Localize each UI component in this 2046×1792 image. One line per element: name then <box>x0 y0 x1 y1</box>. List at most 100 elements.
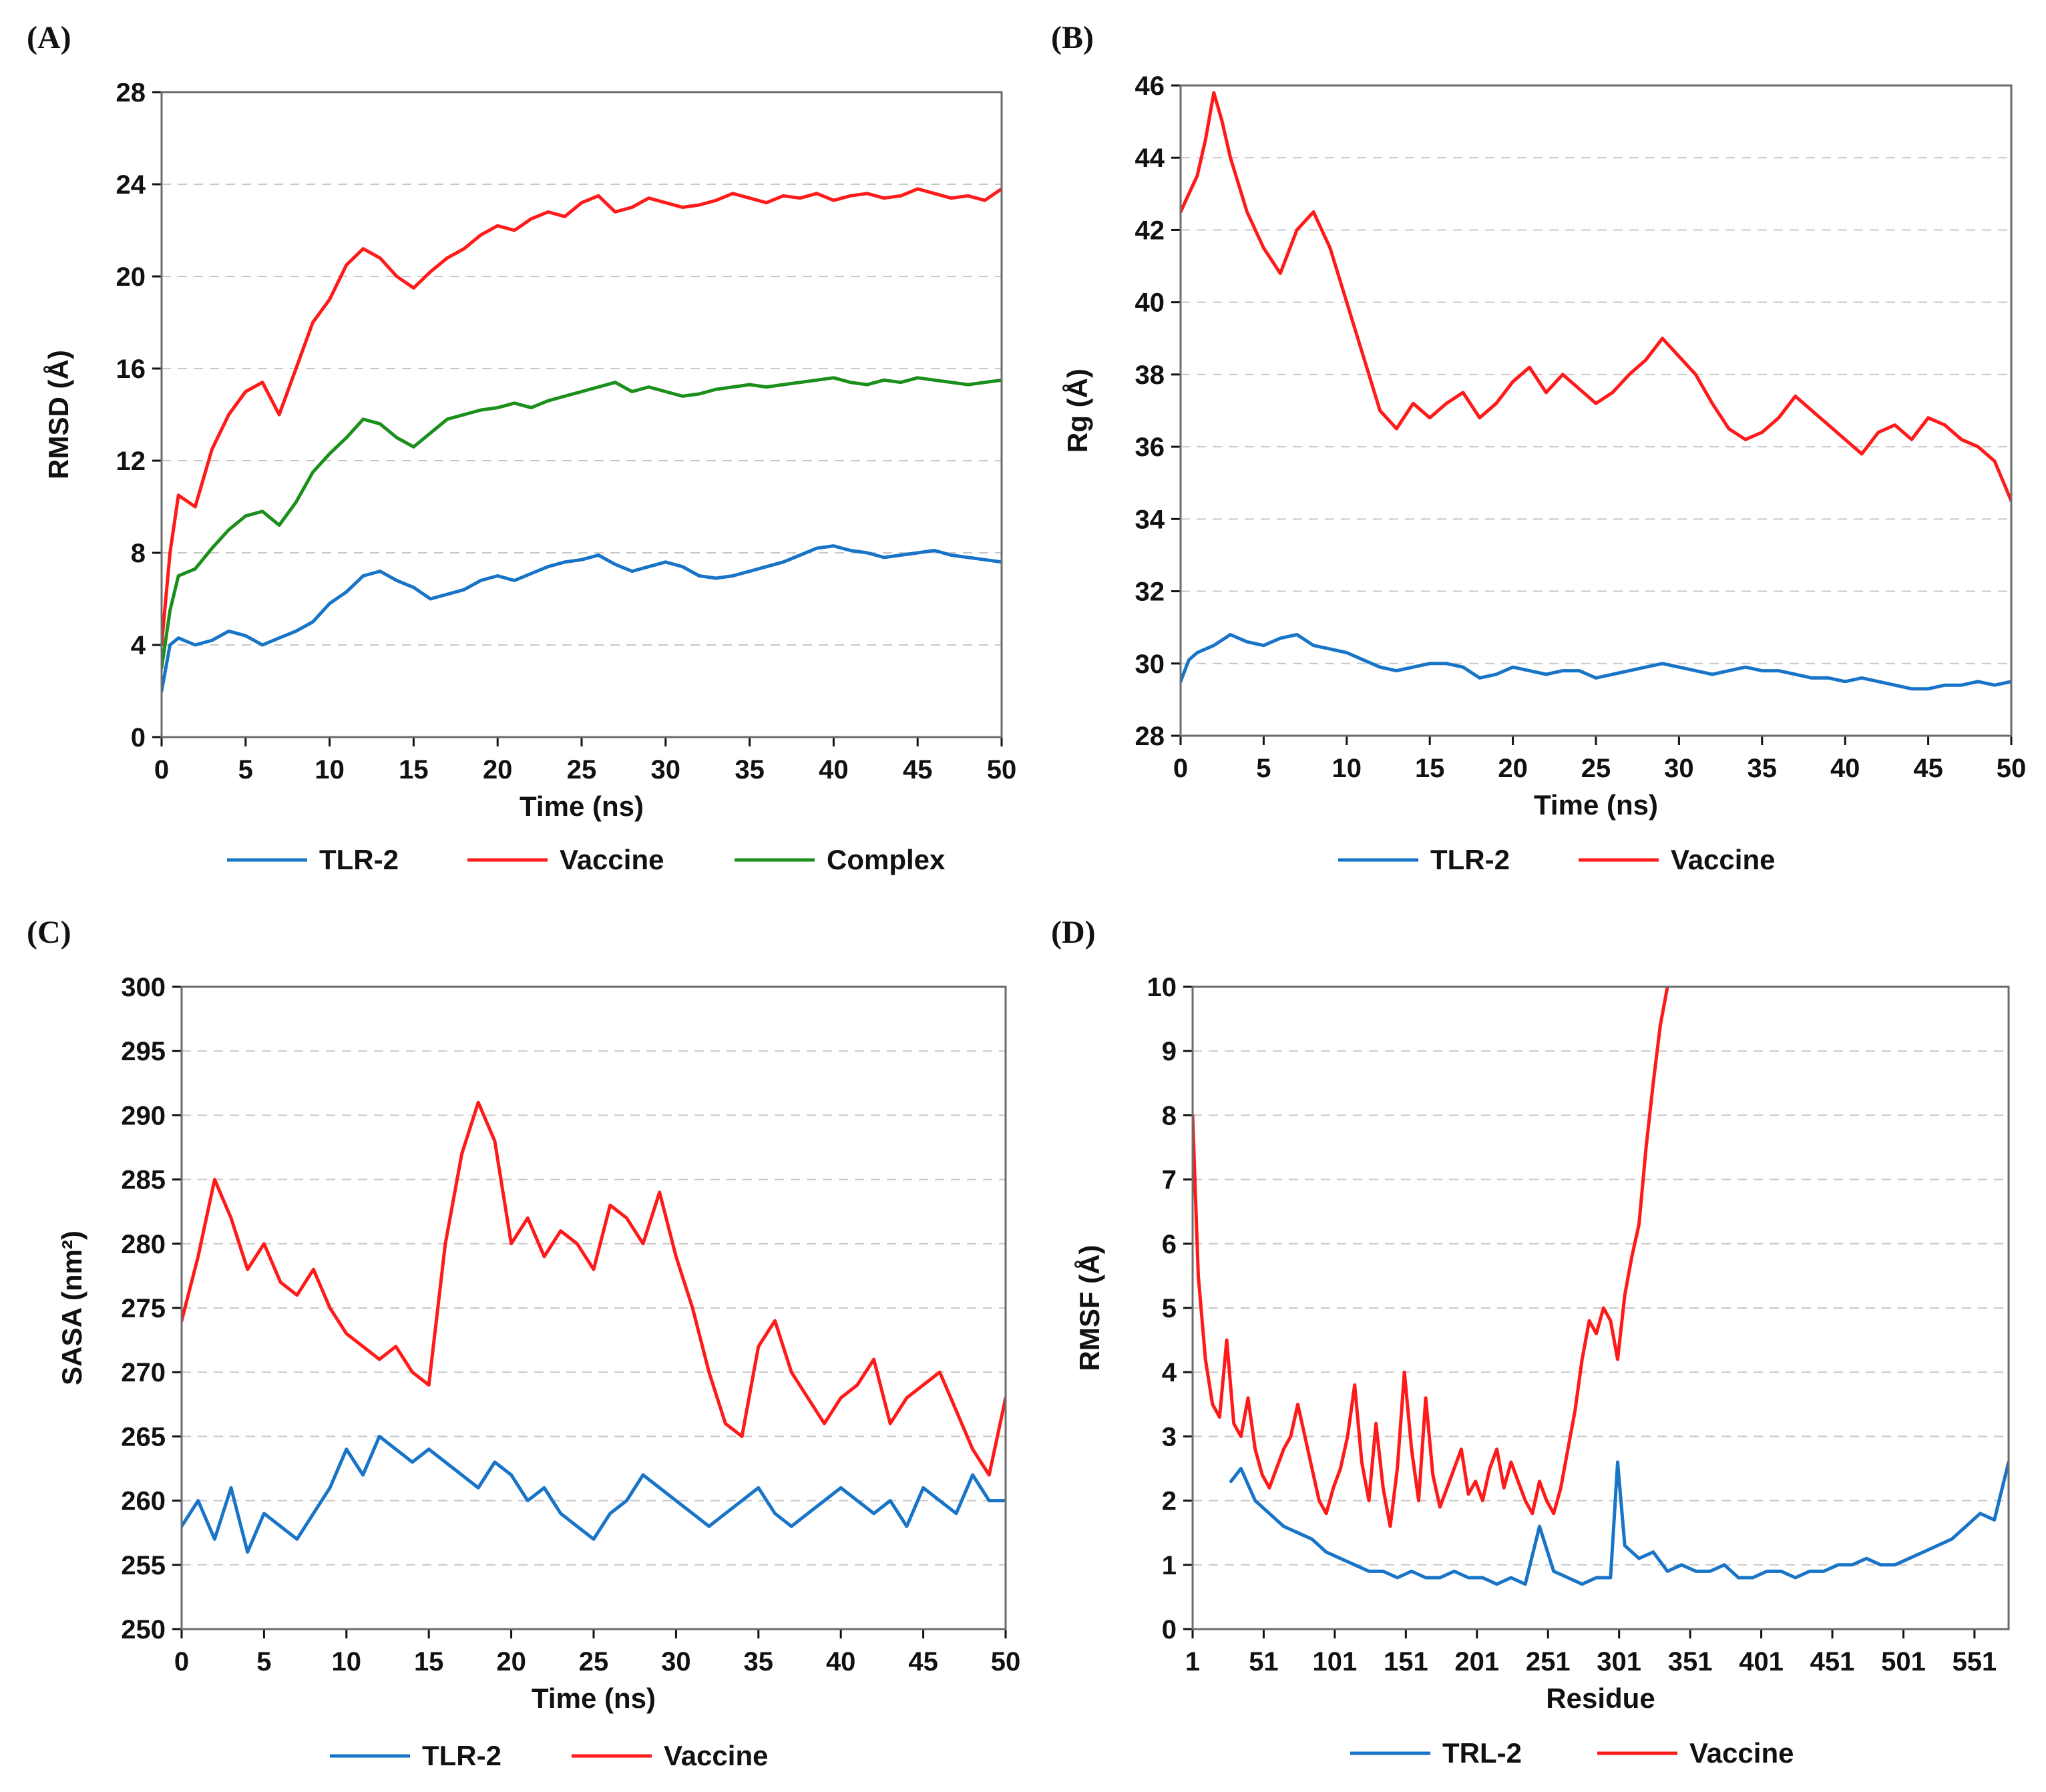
series-line-vaccine <box>182 1100 1006 1477</box>
panel-label: (D) <box>1051 915 1096 950</box>
plot-frame <box>180 985 1007 1630</box>
y-tick-label: 46 <box>1135 71 1165 101</box>
y-tick-label: 40 <box>1135 288 1165 318</box>
y-tick-label: 295 <box>121 1037 166 1066</box>
x-tick-label: 0 <box>154 755 169 785</box>
y-tick-label: 265 <box>121 1422 166 1451</box>
x-tick-label: 40 <box>826 1647 856 1676</box>
y-tick-label: 255 <box>121 1551 166 1580</box>
series-line-complex <box>162 376 1002 670</box>
y-tick-label: 285 <box>121 1166 166 1195</box>
series-line-trl-2 <box>1229 1460 2009 1586</box>
y-tick-label: 4 <box>131 631 146 660</box>
x-tick-label: 451 <box>1810 1647 1855 1676</box>
y-axis-title: Rg (Å) <box>1062 369 1093 453</box>
x-tick-label: 201 <box>1454 1647 1499 1676</box>
series-line-vaccine <box>162 187 1002 647</box>
y-tick-label: 42 <box>1135 216 1165 245</box>
x-tick-label: 50 <box>1997 754 2027 783</box>
plot-frame <box>1179 84 2013 737</box>
y-tick-label: 44 <box>1135 144 1165 173</box>
y-tick-label: 250 <box>121 1615 166 1644</box>
x-tick-label: 45 <box>908 1647 938 1676</box>
x-tick-label: 45 <box>903 755 933 785</box>
y-tick-label: 38 <box>1135 361 1165 390</box>
y-tick-label: 2 <box>1162 1487 1177 1516</box>
y-tick-label: 0 <box>131 723 146 752</box>
legend-label: TRL-2 <box>1442 1737 1522 1769</box>
x-tick-label: 51 <box>1249 1647 1279 1676</box>
x-tick-label: 351 <box>1668 1647 1713 1676</box>
x-tick-label: 50 <box>991 1647 1021 1676</box>
plot-frame <box>160 91 1003 738</box>
x-tick-label: 301 <box>1597 1647 1641 1676</box>
panel-a: (A) 0 4 8 12 16 20 24 28 0 5 10 15 20 25 30 35 40 45 50 Time… <box>27 20 1016 875</box>
y-tick-label: 280 <box>121 1230 166 1259</box>
legend-label: TLR-2 <box>1430 844 1510 875</box>
series-line-tlr-2 <box>1181 633 2011 691</box>
series-line-vaccine <box>1193 987 1669 1528</box>
x-tick-label: 0 <box>1173 754 1188 783</box>
y-tick-label: 34 <box>1135 505 1165 534</box>
legend-label: TLR-2 <box>319 844 399 875</box>
x-tick-label: 10 <box>332 1647 362 1676</box>
x-tick-label: 30 <box>651 755 681 785</box>
y-tick-label: 6 <box>1162 1230 1177 1259</box>
x-tick-label: 501 <box>1881 1647 1926 1676</box>
x-axis-title: Time (ns) <box>532 1683 656 1714</box>
y-tick-label: 270 <box>121 1358 166 1387</box>
y-axis-title: RMSF (Å) <box>1074 1245 1105 1371</box>
y-tick-label: 24 <box>116 170 146 200</box>
x-tick-label: 20 <box>496 1647 526 1676</box>
x-tick-label: 5 <box>238 755 253 785</box>
x-tick-label: 40 <box>1830 754 1860 783</box>
y-axis-title: SASA (nm²) <box>56 1230 87 1385</box>
x-tick-label: 25 <box>579 1647 609 1676</box>
legend-label: Vaccine <box>1689 1737 1794 1769</box>
x-tick-label: 40 <box>819 755 849 785</box>
y-tick-label: 5 <box>1162 1294 1177 1323</box>
legend-label: TLR-2 <box>422 1740 501 1771</box>
x-tick-label: 10 <box>1332 754 1362 783</box>
y-tick-label: 28 <box>116 78 146 107</box>
y-tick-label: 32 <box>1135 578 1165 607</box>
panel-c: (C) 250 255 260 265 270 275 280 285 290 295 300 0 5 10… <box>27 915 1020 1771</box>
y-tick-label: 8 <box>131 539 146 568</box>
x-axis-title: Time (ns) <box>1534 789 1658 821</box>
x-tick-label: 30 <box>1664 754 1694 783</box>
y-axis-title: RMSD (Å) <box>43 350 74 479</box>
y-tick-label: 7 <box>1162 1166 1177 1195</box>
x-tick-label: 551 <box>1953 1647 1997 1676</box>
x-tick-label: 0 <box>174 1647 189 1676</box>
x-tick-label: 101 <box>1313 1647 1358 1676</box>
plot-frame <box>1191 985 2010 1630</box>
y-tick-label: 16 <box>116 355 146 384</box>
series-line-tlr-2 <box>182 1434 1006 1554</box>
x-tick-label: 5 <box>1256 754 1271 783</box>
legend-label: Vaccine <box>664 1740 768 1771</box>
x-tick-label: 15 <box>1415 754 1445 783</box>
y-tick-label: 1 <box>1162 1551 1177 1580</box>
y-tick-label: 275 <box>121 1294 166 1323</box>
y-tick-label: 9 <box>1162 1037 1177 1066</box>
panel-label: (B) <box>1051 20 1094 55</box>
legend-label: Complex <box>827 844 946 875</box>
x-axis-title: Time (ns) <box>520 791 644 822</box>
y-tick-label: 30 <box>1135 650 1165 679</box>
panel-label: (A) <box>27 20 71 55</box>
x-axis-title: Residue <box>1546 1683 1655 1714</box>
x-tick-label: 25 <box>1581 754 1611 783</box>
x-tick-label: 20 <box>483 755 513 785</box>
x-tick-label: 50 <box>987 755 1017 785</box>
x-tick-label: 20 <box>1498 754 1528 783</box>
y-tick-label: 3 <box>1162 1422 1177 1451</box>
x-tick-label: 35 <box>1748 754 1778 783</box>
x-tick-label: 35 <box>744 1647 774 1676</box>
x-tick-label: 45 <box>1913 754 1943 783</box>
x-tick-label: 401 <box>1739 1647 1784 1676</box>
x-tick-label: 30 <box>661 1647 691 1676</box>
series-line-tlr-2 <box>162 544 1002 693</box>
